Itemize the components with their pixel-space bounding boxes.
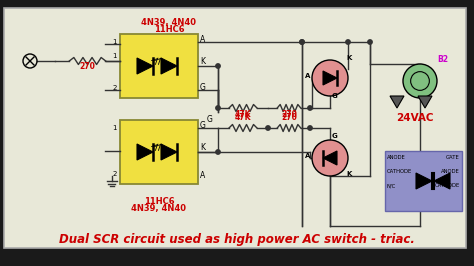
FancyBboxPatch shape: [385, 151, 462, 211]
Circle shape: [308, 126, 312, 130]
Text: 2: 2: [113, 171, 117, 177]
Text: CATHODE: CATHODE: [387, 169, 412, 174]
Text: A: A: [200, 171, 205, 180]
Polygon shape: [416, 173, 432, 189]
Text: 1: 1: [112, 125, 117, 131]
Polygon shape: [137, 144, 153, 160]
Text: A: A: [200, 35, 205, 44]
FancyBboxPatch shape: [4, 8, 466, 248]
Polygon shape: [418, 96, 432, 108]
Text: 1: 1: [112, 39, 117, 45]
Text: A: A: [305, 153, 310, 159]
Text: 1: 1: [112, 53, 117, 59]
Text: G: G: [332, 133, 338, 139]
Text: K: K: [200, 143, 205, 152]
Text: 11HC6: 11HC6: [154, 24, 184, 34]
Text: K: K: [346, 171, 351, 177]
Circle shape: [346, 40, 350, 44]
Text: 270: 270: [281, 113, 297, 122]
Circle shape: [300, 40, 304, 44]
Text: 24VAC: 24VAC: [396, 113, 434, 123]
Circle shape: [308, 106, 312, 110]
Text: 11HC6: 11HC6: [144, 197, 174, 206]
Text: 47K: 47K: [235, 110, 251, 119]
Polygon shape: [390, 96, 404, 108]
Text: Dual SCR circuit used as high power AC switch - triac.: Dual SCR circuit used as high power AC s…: [59, 234, 415, 247]
FancyBboxPatch shape: [120, 34, 198, 98]
Text: G: G: [200, 83, 206, 92]
Polygon shape: [161, 144, 177, 160]
Circle shape: [312, 60, 348, 96]
Text: G: G: [200, 121, 206, 130]
Polygon shape: [137, 58, 153, 74]
Polygon shape: [161, 58, 177, 74]
Text: ANODE: ANODE: [387, 155, 406, 160]
Circle shape: [368, 40, 372, 44]
Text: 270: 270: [281, 110, 297, 119]
Text: 47K: 47K: [235, 113, 251, 122]
Circle shape: [216, 64, 220, 68]
Text: 270: 270: [79, 62, 95, 71]
Circle shape: [403, 64, 437, 98]
Text: GATE: GATE: [446, 155, 460, 160]
Circle shape: [216, 106, 220, 110]
Text: A: A: [305, 73, 310, 79]
Circle shape: [266, 126, 270, 130]
Text: K: K: [200, 57, 205, 66]
Polygon shape: [323, 71, 337, 85]
Text: B2: B2: [437, 55, 448, 64]
Text: 4N39, 4N40: 4N39, 4N40: [142, 18, 197, 27]
Text: G: G: [332, 93, 338, 99]
Text: 4N39, 4N40: 4N39, 4N40: [131, 205, 186, 214]
Circle shape: [300, 40, 304, 44]
Text: CATHODE: CATHODE: [435, 183, 460, 188]
Polygon shape: [434, 173, 450, 189]
FancyBboxPatch shape: [120, 120, 198, 184]
Text: N/C: N/C: [387, 183, 396, 188]
Text: K: K: [346, 55, 351, 61]
Text: 2: 2: [113, 85, 117, 91]
Text: ANODE: ANODE: [441, 169, 460, 174]
Circle shape: [312, 140, 348, 176]
Circle shape: [216, 150, 220, 154]
Polygon shape: [323, 151, 337, 165]
Text: G: G: [207, 115, 213, 124]
